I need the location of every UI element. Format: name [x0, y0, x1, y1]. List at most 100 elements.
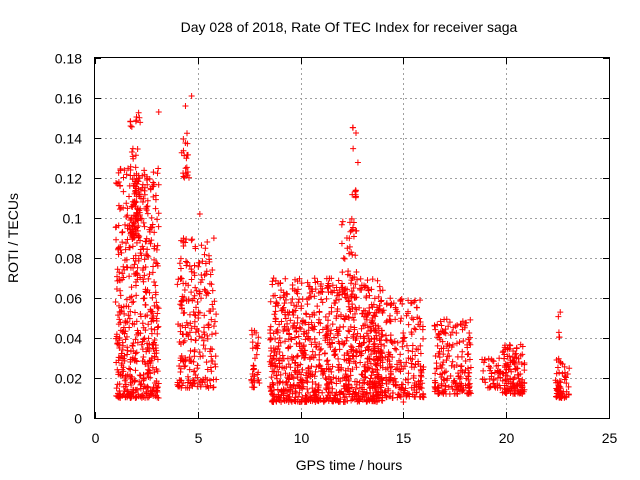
data-point	[194, 374, 201, 381]
data-point	[132, 252, 139, 259]
data-point	[128, 148, 135, 155]
data-point	[127, 118, 134, 125]
data-point	[122, 393, 129, 400]
data-point	[176, 260, 183, 267]
data-point	[309, 325, 316, 332]
data-point	[441, 316, 448, 323]
data-point	[187, 347, 194, 354]
data-point	[115, 321, 122, 328]
data-point	[146, 271, 153, 278]
data-point	[312, 381, 319, 388]
data-point	[363, 293, 370, 300]
data-point	[132, 336, 139, 343]
data-point	[113, 392, 120, 399]
data-point	[553, 370, 560, 377]
data-point	[565, 391, 572, 398]
data-point	[182, 103, 189, 109]
data-point	[120, 174, 127, 181]
data-point	[365, 336, 372, 343]
data-point	[440, 359, 447, 366]
data-point	[449, 329, 456, 336]
data-point	[133, 349, 140, 356]
data-point	[408, 315, 415, 322]
data-point	[154, 310, 161, 317]
data-point	[211, 361, 218, 368]
data-point	[336, 361, 343, 368]
data-point	[189, 236, 196, 243]
data-point	[144, 210, 151, 217]
data-point	[339, 280, 346, 287]
data-point	[197, 383, 204, 390]
data-point	[415, 361, 422, 368]
data-point	[154, 260, 161, 267]
data-point	[136, 233, 143, 240]
data-point	[149, 308, 156, 315]
data-point	[123, 213, 130, 220]
data-point	[256, 379, 263, 386]
data-point	[346, 243, 353, 250]
data-point	[511, 361, 518, 368]
data-point	[339, 374, 346, 381]
data-point	[152, 205, 159, 212]
data-point	[182, 239, 189, 246]
data-point	[127, 294, 134, 301]
data-point	[345, 315, 352, 322]
data-point	[127, 358, 134, 365]
data-point	[458, 321, 465, 328]
data-point	[285, 361, 292, 368]
data-point	[387, 302, 394, 309]
data-point	[294, 362, 301, 369]
data-point	[198, 242, 205, 249]
data-point	[188, 289, 195, 296]
data-point	[397, 318, 404, 325]
data-point	[141, 187, 148, 194]
data-point	[313, 344, 320, 351]
data-point	[120, 383, 127, 390]
data-point	[433, 365, 440, 372]
data-point	[382, 354, 389, 361]
data-point	[205, 321, 212, 328]
data-point	[387, 332, 394, 339]
data-point	[294, 286, 301, 293]
data-point	[271, 311, 278, 318]
data-point	[375, 378, 382, 385]
data-point	[152, 387, 159, 394]
data-point	[517, 352, 524, 359]
data-point	[417, 318, 424, 325]
data-point	[466, 329, 473, 336]
data-point	[289, 282, 296, 289]
data-point	[418, 373, 425, 380]
data-point	[132, 164, 139, 171]
x-tick-label: 5	[195, 430, 203, 446]
data-point	[188, 325, 195, 332]
data-point	[446, 319, 453, 326]
data-point	[322, 385, 329, 392]
data-point	[276, 397, 283, 404]
data-point	[144, 346, 151, 353]
data-point	[420, 335, 427, 342]
data-point	[126, 315, 133, 322]
data-point	[139, 199, 146, 206]
data-point	[339, 218, 346, 225]
x-axis-label: GPS time / hours	[296, 457, 403, 473]
data-point	[409, 356, 416, 363]
data-point	[335, 367, 342, 374]
data-point	[299, 345, 306, 352]
data-point	[130, 220, 137, 227]
data-point	[133, 185, 140, 192]
data-point	[154, 356, 161, 363]
data-point	[377, 356, 384, 363]
data-point	[188, 237, 195, 244]
data-point	[185, 174, 192, 181]
data-point	[180, 136, 187, 143]
data-point	[291, 360, 298, 367]
data-point	[266, 358, 273, 365]
data-point	[431, 377, 438, 384]
data-point	[267, 323, 274, 330]
data-point	[207, 308, 214, 315]
data-point	[132, 357, 139, 364]
data-point	[316, 329, 323, 336]
data-point	[122, 319, 129, 326]
data-point	[375, 323, 382, 330]
data-point	[405, 355, 412, 362]
